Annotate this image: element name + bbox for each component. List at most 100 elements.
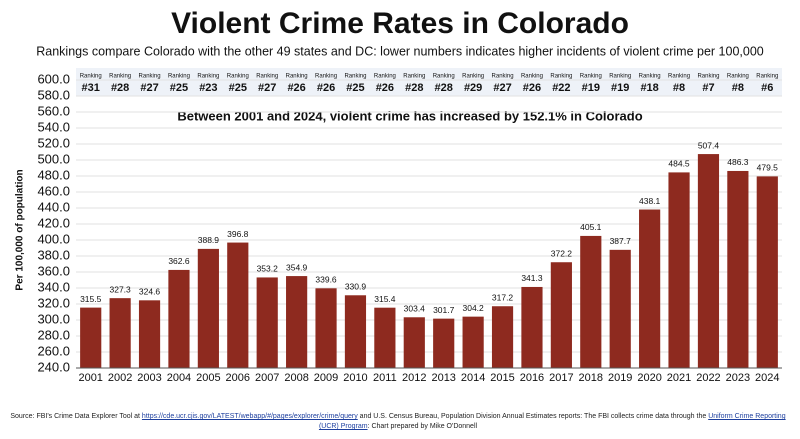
bar xyxy=(344,295,367,368)
ranking-caption: Ranking xyxy=(609,74,631,80)
ranking-caption: Ranking xyxy=(580,74,602,80)
value-label: 486.3 xyxy=(727,157,749,167)
value-label: 330.9 xyxy=(345,282,367,292)
ranking-value: #8 xyxy=(673,82,685,94)
ranking-value: #25 xyxy=(346,82,364,94)
ranking-value: #26 xyxy=(523,82,541,94)
bar xyxy=(727,170,749,368)
x-tick-label: 2012 xyxy=(402,372,426,384)
source-note: Source: FBI's Crime Data Explorer Tool a… xyxy=(8,412,788,432)
value-label: 362.6 xyxy=(168,256,190,266)
value-label: 396.8 xyxy=(227,229,249,239)
x-tick-label: 2014 xyxy=(461,372,485,384)
ranking-caption: Ranking xyxy=(109,74,131,80)
ranking-caption: Ranking xyxy=(550,74,572,80)
ranking-value: #8 xyxy=(732,82,744,94)
ranking-caption: Ranking xyxy=(668,74,690,80)
x-tick-label: 2007 xyxy=(255,372,279,384)
ranking-caption: Ranking xyxy=(80,74,102,80)
ranking-caption: Ranking xyxy=(462,74,484,80)
y-tick-label: 400.0 xyxy=(37,231,70,246)
chart: Violent Crime Rates in Colorado Rankings… xyxy=(15,7,782,384)
ranking-caption: Ranking xyxy=(374,74,396,80)
bar xyxy=(374,307,396,368)
bar xyxy=(286,276,308,368)
value-label: 315.5 xyxy=(80,294,102,304)
chart-title: Violent Crime Rates in Colorado xyxy=(171,7,629,40)
value-label: 405.1 xyxy=(580,222,602,232)
bar xyxy=(315,288,337,368)
value-label: 388.9 xyxy=(198,235,220,245)
bar xyxy=(433,318,455,368)
ranking-value: #28 xyxy=(111,82,129,94)
ranking-value: #25 xyxy=(170,82,188,94)
x-tick-label: 2011 xyxy=(373,372,397,384)
bar xyxy=(521,286,543,368)
value-label: 317.2 xyxy=(492,292,514,302)
value-label: 303.4 xyxy=(404,304,426,314)
bar xyxy=(639,209,661,368)
bar xyxy=(168,269,190,368)
ranking-value: #6 xyxy=(761,82,773,94)
ranking-value: #27 xyxy=(258,82,276,94)
x-tick-label: 2008 xyxy=(284,372,308,384)
value-label: 315.4 xyxy=(374,294,396,304)
x-tick-label: 2022 xyxy=(696,372,720,384)
bar xyxy=(256,277,278,368)
bar xyxy=(491,306,514,368)
ranking-value: #27 xyxy=(493,82,511,94)
x-tick-label: 2005 xyxy=(196,372,220,384)
value-label: 304.2 xyxy=(462,303,484,313)
ranking-value: #26 xyxy=(376,82,394,94)
y-tick-label: 380.0 xyxy=(37,247,70,262)
source-link[interactable]: https://cde.ucr.cjis.gov/LATEST/webapp/#… xyxy=(141,413,358,420)
value-label: 479.5 xyxy=(757,163,779,173)
y-tick-label: 560.0 xyxy=(37,103,70,118)
x-tick-label: 2001 xyxy=(78,372,102,384)
ranking-caption: Ranking xyxy=(286,74,308,80)
chart-subtitle: Rankings compare Colorado with the other… xyxy=(36,44,764,58)
annotation: Between 2001 and 2024, violent crime has… xyxy=(177,108,642,123)
ranking-caption: Ranking xyxy=(168,74,190,80)
x-tick-label: 2016 xyxy=(520,372,544,384)
ranking-caption: Ranking xyxy=(492,74,514,80)
ranking-value: #22 xyxy=(552,82,570,94)
x-tick-label: 2003 xyxy=(137,372,161,384)
y-tick-label: 580.0 xyxy=(37,87,70,102)
value-label: 484.5 xyxy=(668,159,690,169)
source-link[interactable]: Uniform Crime Reporting (UCR) Program xyxy=(318,413,786,430)
y-tick-label: 260.0 xyxy=(37,343,70,358)
ranking-value: #18 xyxy=(640,82,658,94)
value-label: 372.2 xyxy=(551,248,573,258)
x-tick-label: 2018 xyxy=(579,372,603,384)
ranking-caption: Ranking xyxy=(403,74,425,80)
y-tick-label: 440.0 xyxy=(37,199,70,214)
bar xyxy=(227,242,249,368)
x-tick-label: 2010 xyxy=(343,372,367,384)
y-tick-label: 420.0 xyxy=(37,215,70,230)
value-label: 341.3 xyxy=(521,273,543,283)
bar xyxy=(138,300,161,368)
y-axis-label: Per 100,000 of population xyxy=(15,169,26,290)
bar xyxy=(580,235,602,368)
y-tick-label: 600.0 xyxy=(37,71,70,86)
y-tick-label: 500.0 xyxy=(37,151,70,166)
value-label: 324.6 xyxy=(139,287,161,297)
ranking-value: #28 xyxy=(435,82,453,94)
y-tick-label: 540.0 xyxy=(37,119,70,134)
ranking-value: #19 xyxy=(582,82,600,94)
x-tick-label: 2020 xyxy=(637,372,661,384)
y-tick-label: 320.0 xyxy=(37,295,70,310)
value-label: 354.9 xyxy=(286,262,308,272)
bar xyxy=(462,316,484,368)
bar xyxy=(609,249,631,368)
value-label: 387.7 xyxy=(610,236,632,246)
ranking-value: #26 xyxy=(287,82,305,94)
x-tick-label: 2015 xyxy=(490,372,514,384)
ranking-caption: Ranking xyxy=(639,74,661,80)
ranking-caption: Ranking xyxy=(756,74,778,80)
ranking-value: #23 xyxy=(199,82,217,94)
ranking-caption: Ranking xyxy=(521,74,543,80)
x-tick-label: 2004 xyxy=(167,372,191,384)
